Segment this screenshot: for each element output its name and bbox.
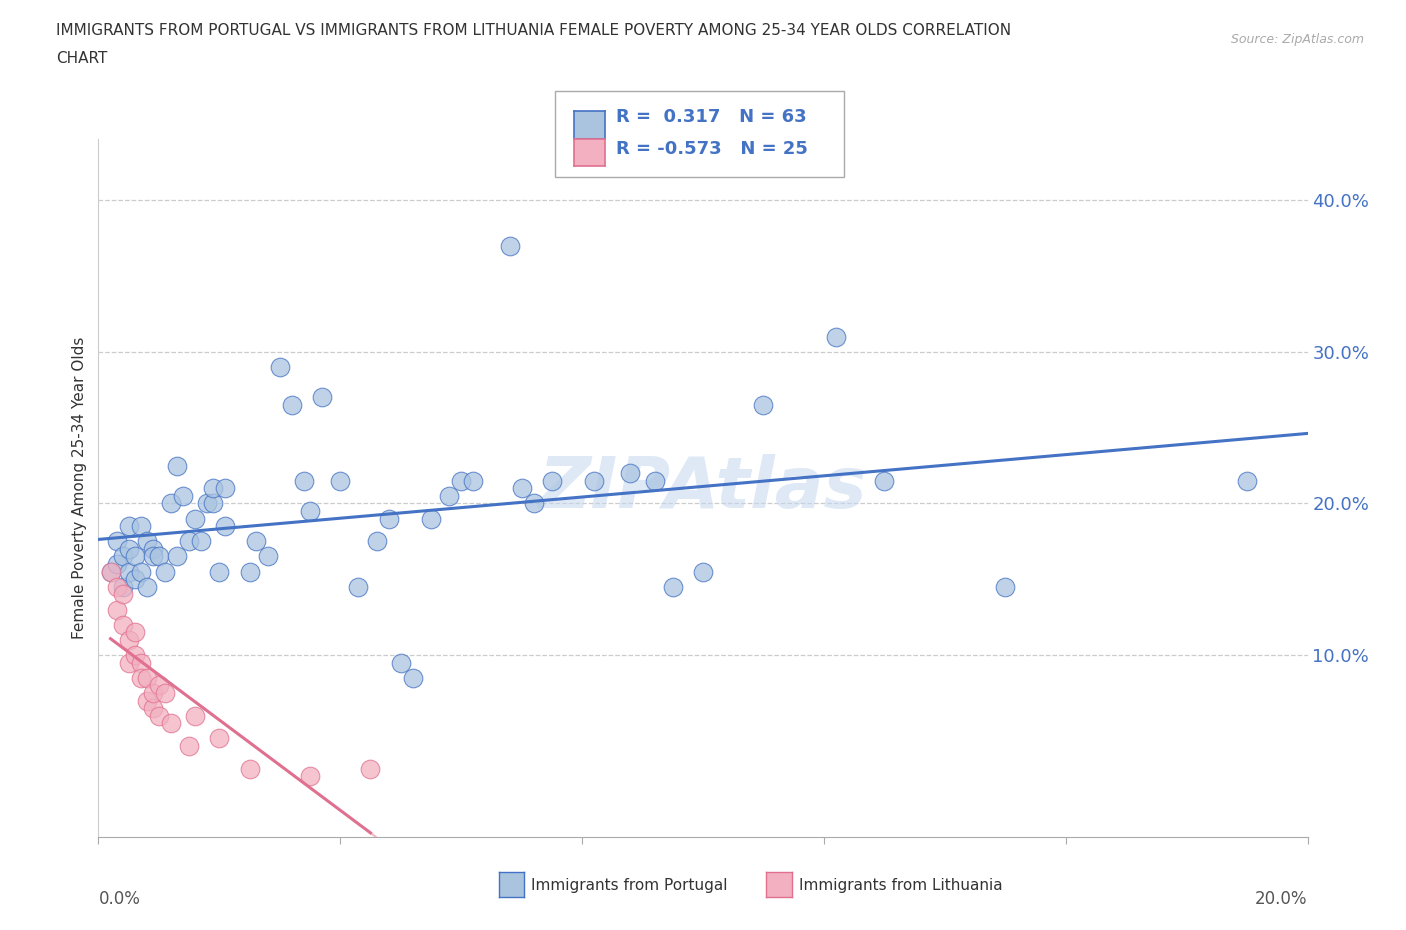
Point [153,565,176,579]
Point [160,496,183,511]
Text: Immigrants from Lithuania: Immigrants from Lithuania [799,878,1002,893]
Point [148,709,170,724]
Point [202,481,225,496]
Point [292,473,315,488]
Point [118,565,141,579]
Point [202,496,225,511]
Point [583,473,606,488]
Point [142,541,165,556]
Point [463,473,485,488]
Point [124,572,146,587]
Point [239,762,262,777]
Point [281,397,304,412]
Point [118,656,141,671]
Point [619,466,641,481]
Point [111,549,134,564]
Point [692,565,714,579]
Point [437,488,460,503]
Point [299,769,322,784]
Point [1236,473,1258,488]
Point [347,579,370,594]
Point [100,565,122,579]
Text: CHART: CHART [56,51,108,66]
Point [105,557,128,572]
Point [377,512,399,526]
Point [195,496,218,511]
Point [166,549,188,564]
Point [389,656,412,671]
Text: R =  0.317   N = 63: R = 0.317 N = 63 [616,108,807,126]
Point [129,656,152,671]
Point [329,473,352,488]
Point [540,473,562,488]
Point [208,565,231,579]
Point [148,549,170,564]
Point [172,488,194,503]
Text: Immigrants from Portugal: Immigrants from Portugal [531,878,728,893]
Point [111,587,134,602]
Text: ZIPAtlas: ZIPAtlas [538,454,868,523]
Point [214,481,236,496]
Point [153,685,176,700]
Point [873,473,896,488]
Point [299,503,322,518]
Text: R = -0.573   N = 25: R = -0.573 N = 25 [616,140,807,158]
Point [160,716,183,731]
Point [142,700,165,715]
Point [256,549,278,564]
Point [402,671,425,685]
Point [124,549,146,564]
Point [148,678,170,693]
Point [239,565,262,579]
Point [184,512,207,526]
Point [118,519,141,534]
Point [752,397,775,412]
Point [214,519,236,534]
Point [105,534,128,549]
Point [510,481,533,496]
Point [523,496,546,511]
Point [118,541,141,556]
Point [644,473,666,488]
Point [190,534,212,549]
Point [142,685,165,700]
Point [419,512,441,526]
Point [111,579,134,594]
Point [111,618,134,632]
Y-axis label: Female Poverty Among 25-34 Year Olds: Female Poverty Among 25-34 Year Olds [72,337,87,640]
Point [135,693,157,708]
Point [118,632,141,647]
Text: 20.0%: 20.0% [1256,890,1308,908]
Point [450,473,472,488]
Point [129,519,152,534]
Point [166,458,188,473]
Point [100,565,122,579]
Point [360,762,382,777]
Point [498,238,520,253]
Point [135,534,157,549]
Point [105,602,128,617]
Point [142,549,165,564]
Point [269,360,291,375]
Point [994,579,1017,594]
Text: 0.0%: 0.0% [98,890,141,908]
Point [311,390,333,405]
Point [135,671,157,685]
Point [184,709,207,724]
Point [825,329,848,344]
Point [245,534,267,549]
Point [105,579,128,594]
Point [366,534,388,549]
Point [177,534,201,549]
Point [135,579,157,594]
Point [124,625,146,640]
Text: IMMIGRANTS FROM PORTUGAL VS IMMIGRANTS FROM LITHUANIA FEMALE POVERTY AMONG 25-34: IMMIGRANTS FROM PORTUGAL VS IMMIGRANTS F… [56,23,1011,38]
Point [129,565,152,579]
Point [129,671,152,685]
Point [208,731,231,746]
Point [661,579,683,594]
Point [124,647,146,662]
Point [177,738,201,753]
Text: Source: ZipAtlas.com: Source: ZipAtlas.com [1230,33,1364,46]
